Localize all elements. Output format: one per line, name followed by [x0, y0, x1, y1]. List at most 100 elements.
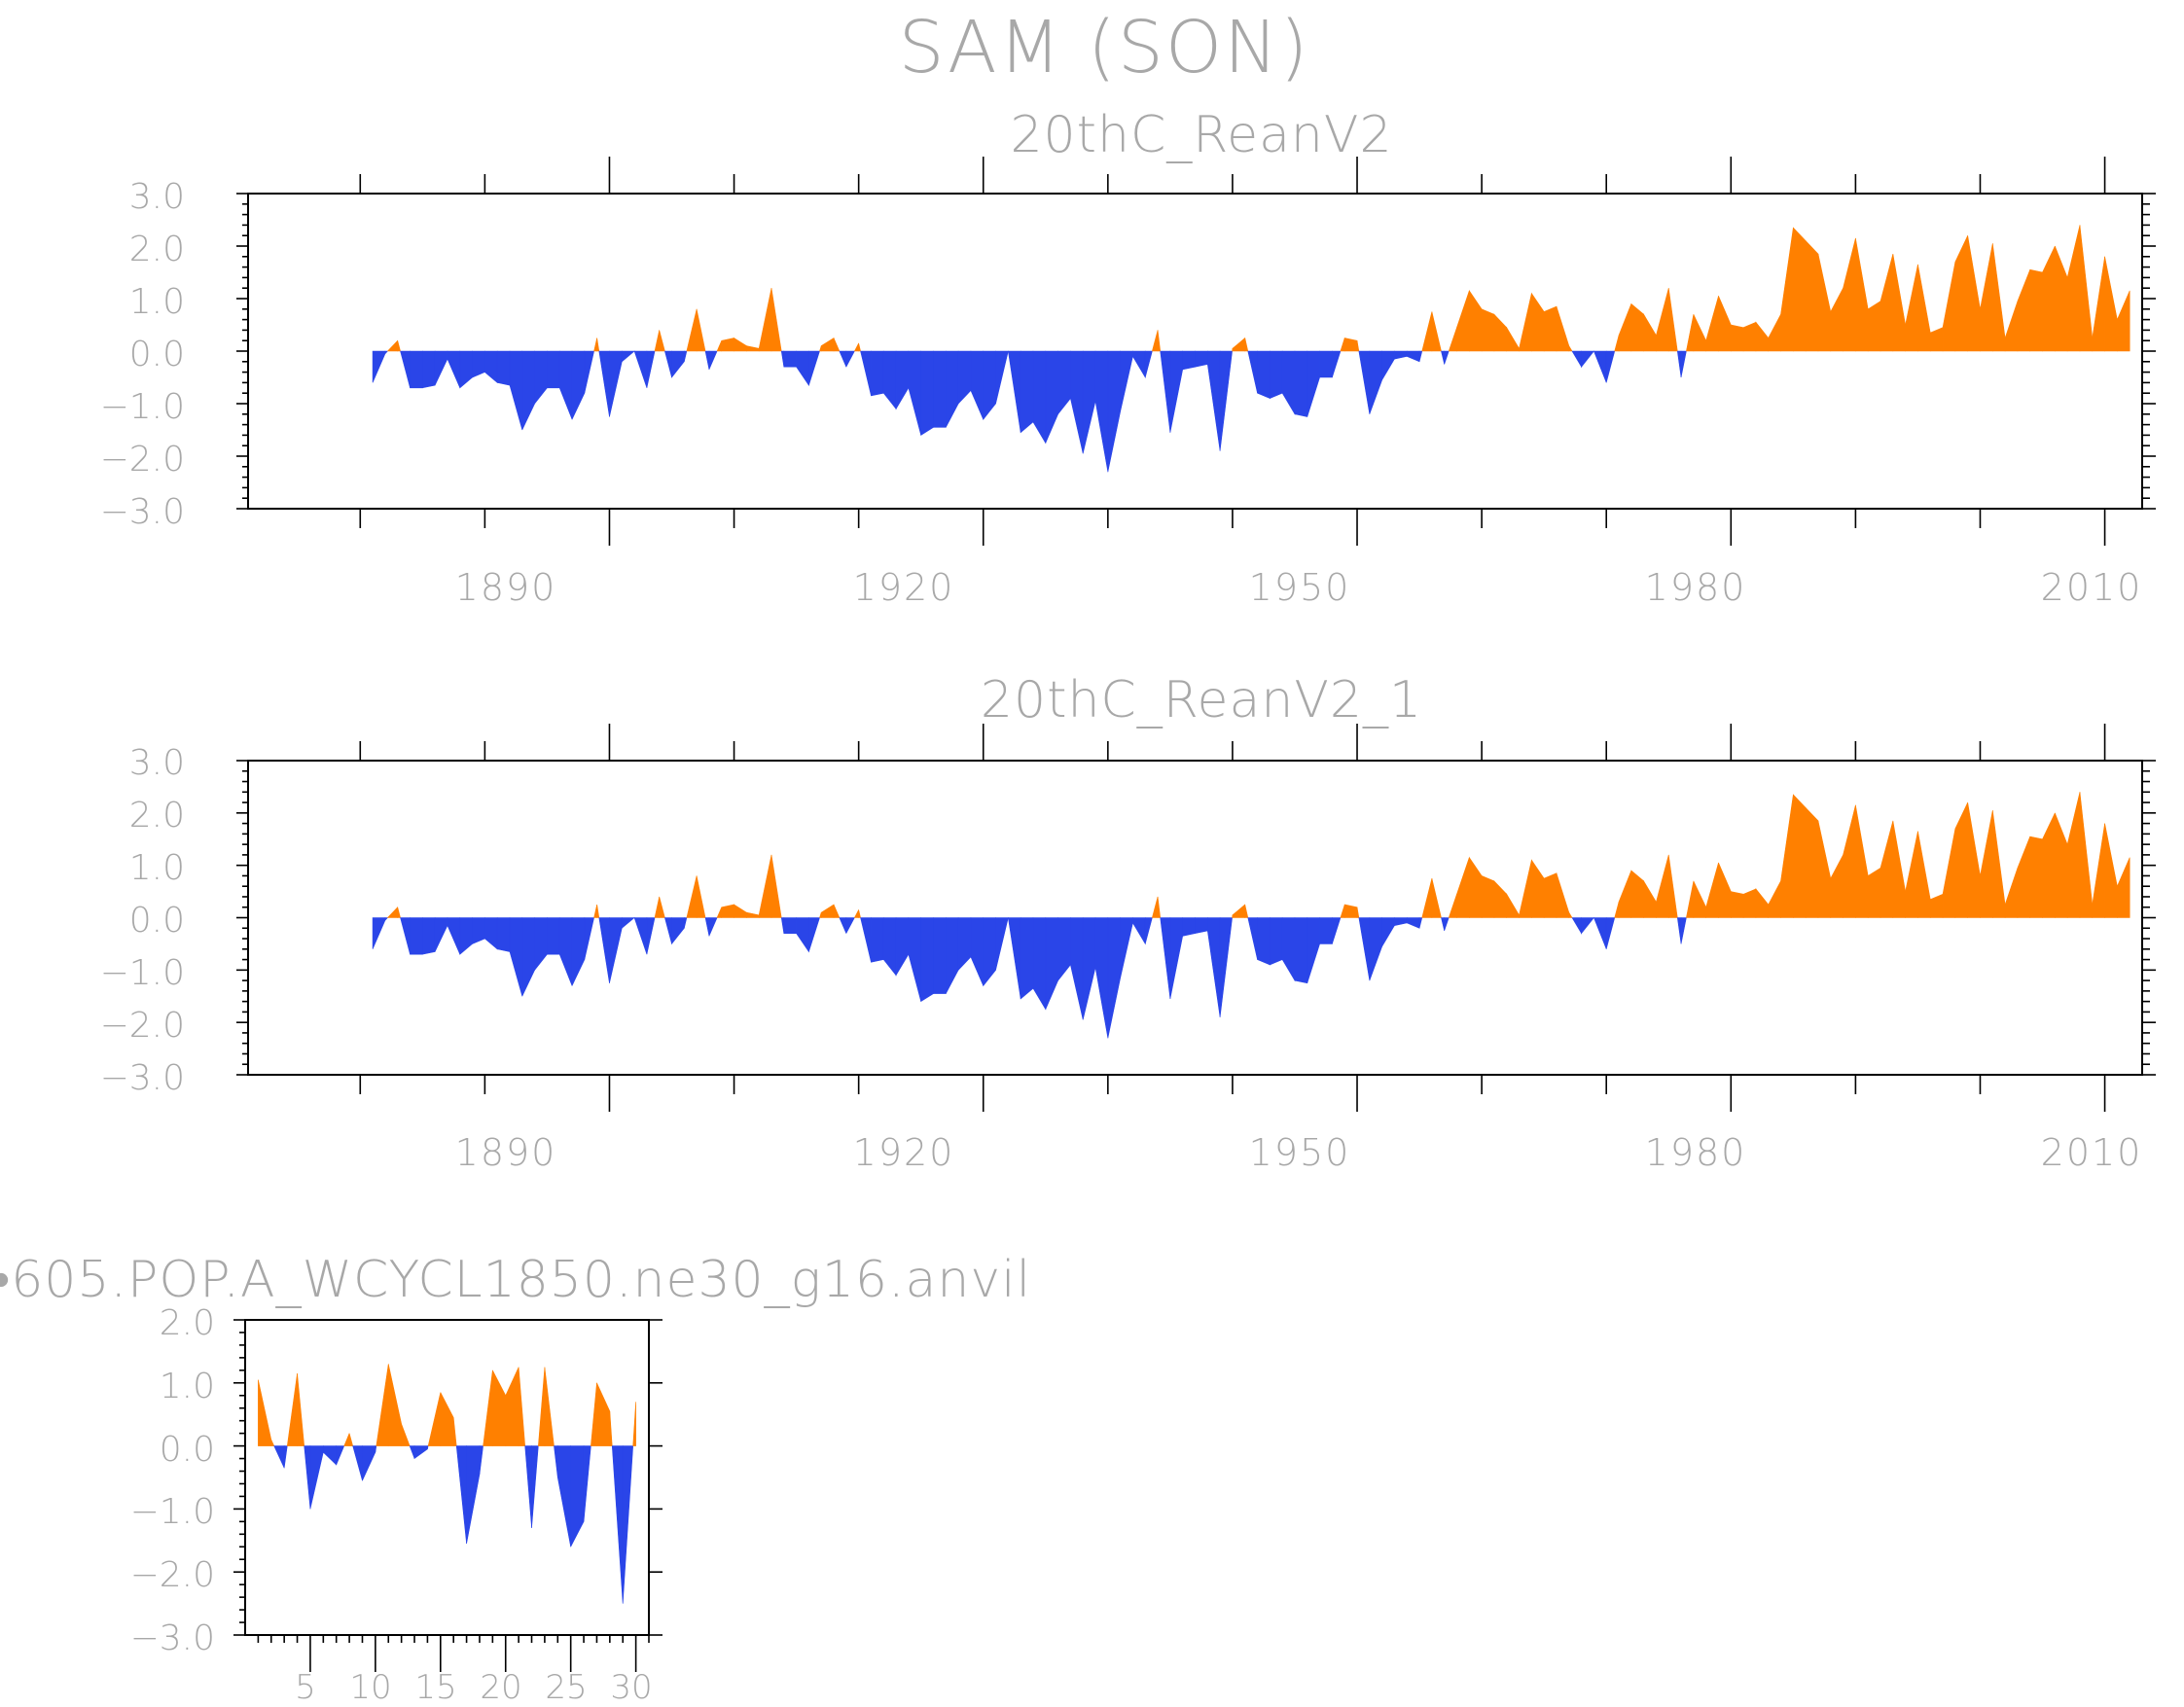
positive-area-segment: [1954, 801, 1968, 918]
negative-area-segment: [422, 350, 436, 389]
negative-area-segment: [808, 350, 820, 386]
positive-area-segment: [1421, 878, 1433, 918]
negative-area-segment: [609, 350, 623, 417]
negative-area-segment: [1418, 350, 1423, 362]
negative-area-segment: [708, 917, 718, 937]
positive-area-segment: [1817, 820, 1832, 918]
negative-area-segment: [598, 350, 610, 417]
negative-area-segment: [558, 917, 573, 986]
x-tick-label: 1950: [1249, 1131, 1351, 1174]
positive-area-segment: [1954, 235, 1968, 352]
negative-area-segment: [1045, 917, 1058, 1010]
negative-area-segment: [1593, 350, 1607, 383]
negative-area-segment: [1444, 917, 1450, 932]
positive-area-segment: [1793, 794, 1807, 918]
positive-area-segment: [1942, 828, 1956, 918]
positive-area-segment: [1742, 888, 1757, 918]
negative-area-segment: [479, 1445, 483, 1475]
positive-area-segment: [1456, 290, 1470, 352]
negative-area-segment: [983, 350, 996, 421]
positive-area-segment: [1867, 867, 1881, 918]
negative-area-segment: [400, 917, 411, 955]
x-tick-label: 1890: [455, 1131, 557, 1174]
negative-area-segment: [908, 917, 921, 1002]
positive-area-segment: [593, 904, 597, 918]
negative-area-segment: [970, 917, 985, 986]
figure-title: SAM (SON): [899, 6, 1310, 89]
negative-area-segment: [336, 1445, 345, 1466]
negative-area-segment: [871, 350, 884, 397]
negative-area-segment: [1160, 917, 1171, 999]
negative-area-segment: [554, 1445, 558, 1478]
positive-area-segment: [1780, 794, 1794, 918]
negative-area-segment: [1008, 917, 1021, 999]
negative-area-segment: [1070, 350, 1084, 454]
x-tick-label: 30: [610, 1668, 652, 1707]
positive-area-segment: [1991, 810, 2006, 918]
negative-area-segment: [704, 917, 710, 937]
negative-area-segment: [684, 350, 688, 362]
negative-area-segment: [466, 1445, 481, 1545]
negative-area-segment: [1120, 917, 1133, 978]
panel-3-frame: [244, 1319, 650, 1636]
negative-area-segment: [1332, 917, 1342, 944]
positive-area-segment: [258, 1379, 272, 1446]
positive-area-segment: [1151, 896, 1159, 918]
negative-area-segment: [1593, 917, 1607, 949]
negative-area-segment: [609, 917, 623, 983]
negative-area-segment: [1219, 917, 1233, 1017]
negative-area-segment: [1676, 350, 1682, 378]
positive-area-segment: [1543, 872, 1557, 918]
positive-area-segment: [1742, 321, 1757, 352]
negative-area-segment: [1008, 350, 1021, 433]
negative-area-segment: [684, 917, 688, 929]
negative-area-segment: [1032, 350, 1047, 445]
positive-area-segment: [1980, 810, 1993, 918]
positive-area-segment: [1643, 879, 1657, 918]
negative-area-segment: [622, 1445, 634, 1604]
negative-area-segment: [1207, 350, 1221, 451]
positive-area-segment: [1157, 330, 1162, 352]
negative-area-segment: [1169, 917, 1183, 999]
positive-area-segment: [1705, 296, 1719, 352]
panel-1-plot: [372, 225, 2130, 473]
negative-area-segment: [780, 350, 785, 368]
negative-area-segment: [1132, 917, 1146, 945]
positive-area-segment: [1880, 254, 1894, 352]
positive-area-segment: [386, 339, 399, 352]
y-tick-label: 0.0: [129, 335, 185, 374]
positive-area-segment: [1967, 802, 1981, 918]
positive-area-segment: [659, 330, 665, 352]
negative-area-segment: [1020, 350, 1034, 434]
positive-area-segment: [696, 875, 706, 918]
positive-area-segment: [1556, 872, 1570, 918]
positive-area-segment: [858, 909, 861, 918]
negative-area-segment: [1394, 917, 1408, 926]
x-tick-label: 1920: [853, 566, 955, 609]
negative-area-segment: [1257, 350, 1271, 400]
positive-area-segment: [659, 896, 665, 918]
positive-area-segment: [483, 1369, 493, 1446]
negative-area-segment: [933, 350, 947, 428]
positive-area-segment: [1830, 854, 1844, 918]
positive-area-segment: [1905, 264, 1918, 352]
negative-area-segment: [1581, 350, 1595, 369]
y-tick-label: 0.0: [160, 1430, 215, 1470]
negative-area-segment: [1605, 917, 1616, 949]
negative-area-segment: [1045, 350, 1058, 444]
positive-area-segment: [1718, 862, 1732, 918]
negative-area-segment: [521, 917, 535, 997]
negative-area-segment: [534, 917, 548, 972]
y-tick-label: 1.0: [160, 1367, 215, 1406]
negative-area-segment: [1182, 350, 1196, 371]
x-tick-label: 1980: [1645, 1131, 1747, 1174]
negative-area-segment: [1441, 350, 1445, 365]
y-tick-label: 3.0: [129, 743, 185, 783]
negative-area-segment: [1082, 917, 1096, 1020]
positive-area-segment: [1917, 264, 1931, 352]
negative-area-segment: [1307, 350, 1320, 417]
negative-area-segment: [621, 350, 635, 363]
positive-area-segment: [1991, 243, 2006, 352]
negative-area-segment: [882, 350, 897, 410]
positive-area-segment: [1356, 907, 1360, 918]
